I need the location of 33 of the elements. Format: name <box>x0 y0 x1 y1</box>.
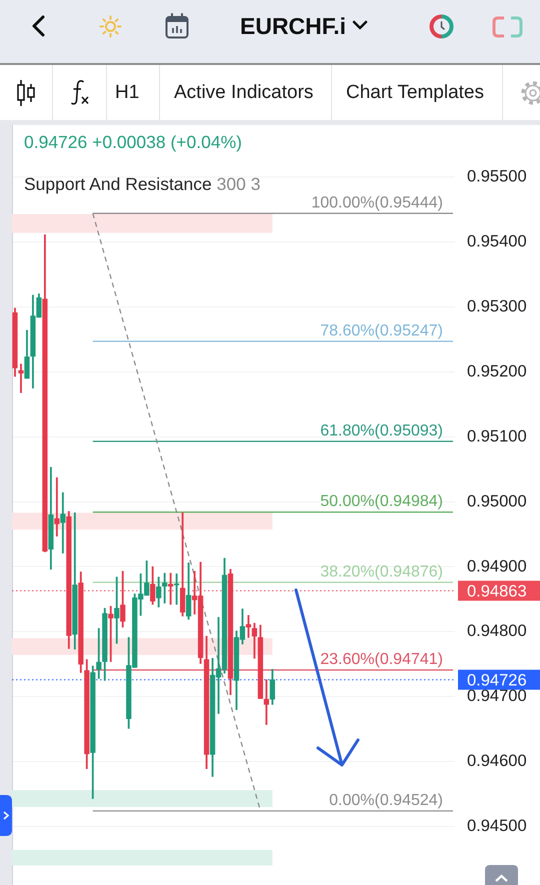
annotation: Support And Resistance <box>24 174 212 194</box>
y-tick-label: 0.95000 <box>467 492 527 510</box>
ref-line-label: 0.94863 <box>467 582 527 600</box>
y-tick-label: 0.95200 <box>467 362 527 380</box>
ref-line-label: 0.94726 <box>467 671 527 690</box>
candlestick <box>18 364 24 393</box>
y-tick-label: 0.94900 <box>467 557 527 576</box>
y-tick-label: 0.94700 <box>467 687 527 706</box>
y-tick-label: 0.95500 <box>467 168 527 186</box>
y-tick-label: 0.94600 <box>467 752 527 770</box>
candlestick <box>246 615 252 638</box>
chart-title: EURCHF.i <box>240 12 346 41</box>
candlestick <box>174 574 180 605</box>
ref-line-label: 61.80%(0.95093) <box>320 422 443 440</box>
y-tick-label: 0.94500 <box>467 817 527 836</box>
text: H1 <box>107 65 160 120</box>
y-tick-label: 0.94800 <box>467 622 527 640</box>
candlestick <box>60 492 66 554</box>
text: Active Indicators <box>160 65 332 120</box>
ref-line-label: 0.00%(0.94524) <box>329 792 443 809</box>
candlestick <box>162 572 168 604</box>
ref-line-label: 100.00%(0.95444) <box>311 194 443 212</box>
y-tick-label: 0.95300 <box>467 297 527 316</box>
annotation: 0.94726 +0.00038 (+0.04%) <box>24 131 242 153</box>
ref-line-label: 38.20%(0.94876) <box>320 563 443 580</box>
ref-line-label: 50.00%(0.94984) <box>320 493 443 510</box>
annotation: 300 3 <box>216 174 260 194</box>
text: Chart Templates <box>332 65 503 120</box>
candlestick <box>168 572 174 605</box>
y-tick-label: 0.95400 <box>467 232 527 250</box>
ref-line-label: 78.60%(0.95247) <box>320 322 443 340</box>
ref-line-label: 23.60%(0.94741) <box>320 650 443 668</box>
y-tick-label: 0.95100 <box>467 427 527 446</box>
